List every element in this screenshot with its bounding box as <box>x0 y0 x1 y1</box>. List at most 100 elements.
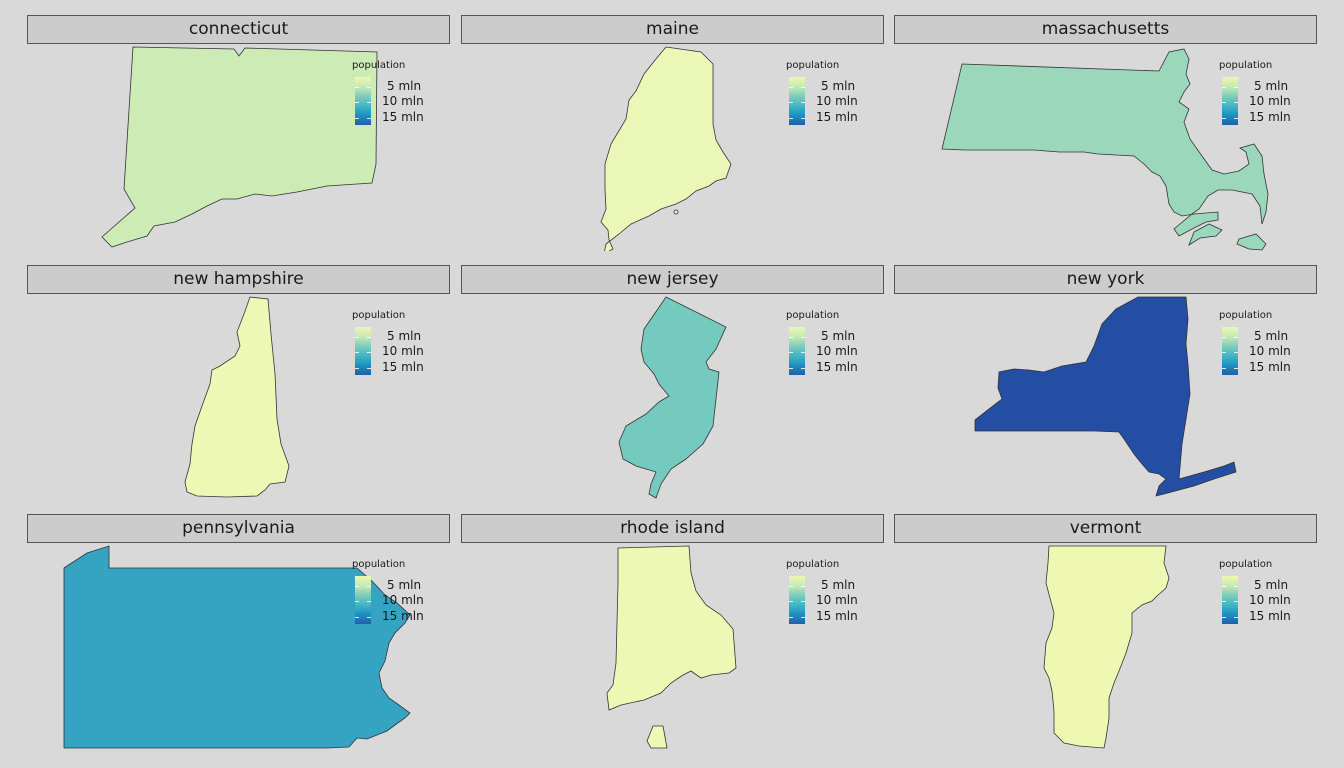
legend-tick <box>801 368 805 369</box>
facet-title: maine <box>461 15 884 44</box>
state-map-new-york <box>974 296 1237 497</box>
state-shape-maine <box>600 46 732 251</box>
legend-tick <box>801 586 805 587</box>
legend-tick <box>355 118 359 119</box>
legend-tick <box>789 601 793 602</box>
legend-label-15: 15 mln <box>382 110 424 124</box>
map-area: population 5 mln 10 mln 15 mln <box>27 294 450 501</box>
legend: population 5 mln 10 mln 15 mln <box>352 559 442 629</box>
legend-tick <box>367 586 371 587</box>
legend-label-15: 15 mln <box>1249 360 1291 374</box>
legend-tick <box>789 586 793 587</box>
legend-tick <box>367 118 371 119</box>
panel-rhode-island: rhode island population 5 mln 10 mln 15 … <box>461 514 884 750</box>
legend: population 5 mln 10 mln 15 mln <box>786 559 876 629</box>
legend-label-10: 10 mln <box>1249 593 1291 607</box>
legend-tick <box>355 87 359 88</box>
legend-label-15: 15 mln <box>816 110 858 124</box>
state-map-rhode-island <box>606 545 737 749</box>
legend-title: population <box>1219 310 1273 321</box>
island-maine <box>673 209 679 215</box>
legend-label-10: 10 mln <box>382 344 424 358</box>
legend-title: population <box>352 60 406 71</box>
legend-tick <box>355 337 359 338</box>
legend-colorbar <box>789 77 805 125</box>
legend-tick <box>367 368 371 369</box>
legend-tick <box>1234 102 1238 103</box>
legend-tick <box>367 337 371 338</box>
legend-tick <box>1234 87 1238 88</box>
legend-label-10: 10 mln <box>816 593 858 607</box>
legend-title: population <box>1219 60 1273 71</box>
legend-title: population <box>786 559 840 570</box>
facet-title: massachusetts <box>894 15 1317 44</box>
legend-label-15: 15 mln <box>816 360 858 374</box>
map-area: population 5 mln 10 mln 15 mln <box>894 543 1317 750</box>
legend-label-15: 15 mln <box>382 360 424 374</box>
panel-new-jersey: new jersey population 5 mln 10 mln 15 ml… <box>461 265 884 501</box>
legend-tick <box>801 337 805 338</box>
facet-title: new hampshire <box>27 265 450 294</box>
legend-tick <box>789 102 793 103</box>
legend-label-15: 15 mln <box>382 609 424 623</box>
legend-tick <box>1234 337 1238 338</box>
map-area: population 5 mln 10 mln 15 mln <box>894 44 1317 251</box>
legend-tick <box>801 118 805 119</box>
legend-tick <box>801 352 805 353</box>
legend-colorbar <box>355 327 371 375</box>
island-marthas-vineyard <box>1188 223 1223 246</box>
legend-colorbar <box>1222 576 1238 624</box>
legend-tick <box>355 102 359 103</box>
legend-colorbar <box>1222 327 1238 375</box>
legend-label-10: 10 mln <box>1249 94 1291 108</box>
facet-title: vermont <box>894 514 1317 543</box>
legend-tick <box>1222 617 1226 618</box>
facet-title: pennsylvania <box>27 514 450 543</box>
state-map-maine <box>600 46 732 251</box>
legend-label-10: 10 mln <box>1249 344 1291 358</box>
legend-tick <box>1234 352 1238 353</box>
legend: population 5 mln 10 mln 15 mln <box>1219 60 1309 130</box>
state-map-vermont <box>1043 545 1170 749</box>
panel-new-hampshire: new hampshire population 5 mln 10 mln 15… <box>27 265 450 501</box>
panel-massachusetts: massachusetts population 5 mln 10 mln 15… <box>894 15 1317 251</box>
state-map-massachusetts <box>941 48 1269 251</box>
legend-tick <box>1222 102 1226 103</box>
facet-title: new jersey <box>461 265 884 294</box>
legend-tick <box>789 352 793 353</box>
legend-label-5: 5 mln <box>387 329 422 343</box>
map-area: population 5 mln 10 mln 15 mln <box>27 543 450 750</box>
legend-tick <box>789 368 793 369</box>
legend-tick <box>367 87 371 88</box>
legend-label-15: 15 mln <box>1249 110 1291 124</box>
legend-label-5: 5 mln <box>387 79 422 93</box>
legend-tick <box>1222 352 1226 353</box>
legend-colorbar <box>789 576 805 624</box>
legend-label-15: 15 mln <box>816 609 858 623</box>
state-map-new-jersey <box>618 296 727 499</box>
legend-tick <box>355 368 359 369</box>
legend-label-10: 10 mln <box>816 344 858 358</box>
legend-tick <box>367 102 371 103</box>
legend-label-15: 15 mln <box>1249 609 1291 623</box>
legend-label-5: 5 mln <box>821 79 856 93</box>
state-shape-new-jersey <box>618 296 727 499</box>
legend-label-10: 10 mln <box>816 94 858 108</box>
state-shape-new-hampshire <box>184 296 290 498</box>
legend-label-5: 5 mln <box>821 578 856 592</box>
state-shape-massachusetts <box>941 48 1269 237</box>
legend-tick <box>1234 368 1238 369</box>
facet-title: new york <box>894 265 1317 294</box>
legend: population 5 mln 10 mln 15 mln <box>786 310 876 380</box>
state-map-connecticut <box>101 46 378 248</box>
state-shape-new-york <box>974 296 1237 497</box>
legend-tick <box>1222 601 1226 602</box>
panel-vermont: vermont population 5 mln 10 mln 15 mln <box>894 514 1317 750</box>
legend-tick <box>1222 586 1226 587</box>
legend-tick <box>367 352 371 353</box>
legend-label-5: 5 mln <box>1254 578 1289 592</box>
facet-title: rhode island <box>461 514 884 543</box>
legend: population 5 mln 10 mln 15 mln <box>1219 559 1309 629</box>
legend-tick <box>789 337 793 338</box>
legend-colorbar <box>355 77 371 125</box>
